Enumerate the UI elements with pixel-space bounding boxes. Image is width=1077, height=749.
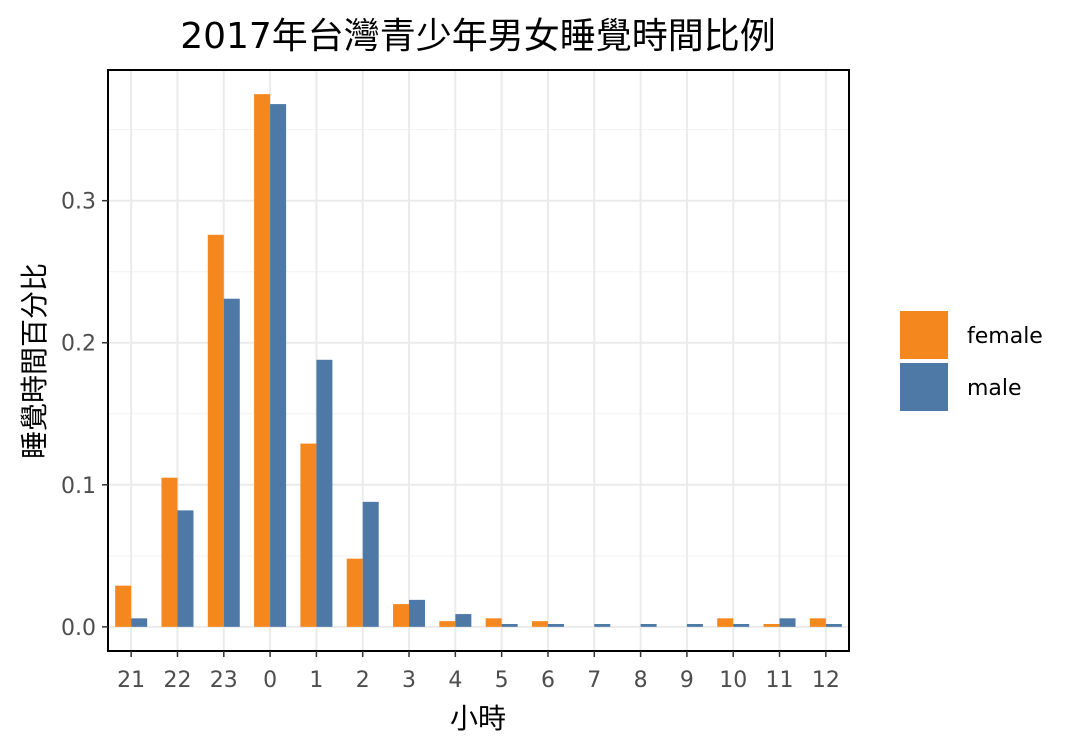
- y-tick-label: 0.3: [61, 190, 96, 215]
- x-tick-label: 6: [541, 668, 555, 693]
- x-tick-label: 2: [356, 668, 370, 693]
- bar-male-23: [223, 298, 240, 627]
- bar-female-4: [439, 621, 456, 627]
- x-axis-label: 小時: [450, 702, 506, 735]
- bar-male-4: [455, 614, 472, 627]
- bar-male-0: [270, 104, 287, 627]
- bar-male-22: [177, 510, 194, 627]
- x-tick-label: 8: [634, 668, 648, 693]
- bar-male-9: [686, 624, 703, 627]
- y-axis-label: 睡覺時間百分比: [18, 263, 51, 459]
- bar-female-23: [207, 234, 224, 627]
- bar-male-7: [594, 624, 611, 627]
- y-tick-label: 0.2: [61, 332, 96, 357]
- legend: female male: [900, 311, 1043, 411]
- chart-title: 2017年台灣青少年男女睡覺時間比例: [180, 16, 776, 57]
- bar-female-1: [300, 443, 317, 627]
- x-tick-label: 9: [680, 668, 694, 693]
- x-tick-label: 23: [210, 668, 238, 693]
- plot-area: 0.00.10.20.321 22 23 0 1 2 3 4 5 6 7 8 9 10 11 12: [61, 69, 850, 693]
- y-tick-label: 0.0: [61, 616, 96, 641]
- legend-label-female: female: [967, 324, 1043, 349]
- x-tick-label: 7: [587, 668, 601, 693]
- x-tick-label: 0: [263, 668, 277, 693]
- x-tick-label: 4: [448, 668, 462, 693]
- x-tick-label: 11: [766, 668, 794, 693]
- legend-key-male: [900, 363, 948, 411]
- bar-male-21: [131, 618, 148, 627]
- legend-key-female: [900, 311, 948, 359]
- bar-female-2: [346, 558, 363, 627]
- bar-female-5: [485, 618, 502, 627]
- y-tick-label: 0.1: [61, 474, 96, 499]
- bar-female-12: [809, 618, 826, 627]
- bar-female-22: [161, 477, 178, 627]
- x-tick-label: 12: [812, 668, 840, 693]
- bar-female-3: [393, 604, 410, 627]
- bar-male-1: [316, 359, 333, 627]
- bar-male-8: [640, 624, 657, 627]
- bar-male-11: [779, 618, 796, 627]
- panel-border: [107, 69, 850, 652]
- x-tick-label: 22: [163, 668, 191, 693]
- x-tick-label: 3: [402, 668, 416, 693]
- bar-male-5: [501, 624, 518, 627]
- bar-male-6: [547, 624, 564, 627]
- legend-label-male: male: [967, 376, 1022, 401]
- bar-female-0: [254, 94, 271, 627]
- x-tick-label: 10: [719, 668, 747, 693]
- bar-male-3: [409, 599, 426, 627]
- bar-male-2: [362, 501, 379, 627]
- bar-female-11: [763, 624, 780, 627]
- x-tick-label: 5: [495, 668, 509, 693]
- bar-female-10: [717, 618, 734, 627]
- bar-male-10: [733, 624, 750, 627]
- bar-male-12: [825, 624, 842, 627]
- bar-female-6: [531, 621, 548, 627]
- x-tick-label: 21: [117, 668, 145, 693]
- x-tick-label: 1: [309, 668, 323, 693]
- bar-female-21: [115, 585, 132, 627]
